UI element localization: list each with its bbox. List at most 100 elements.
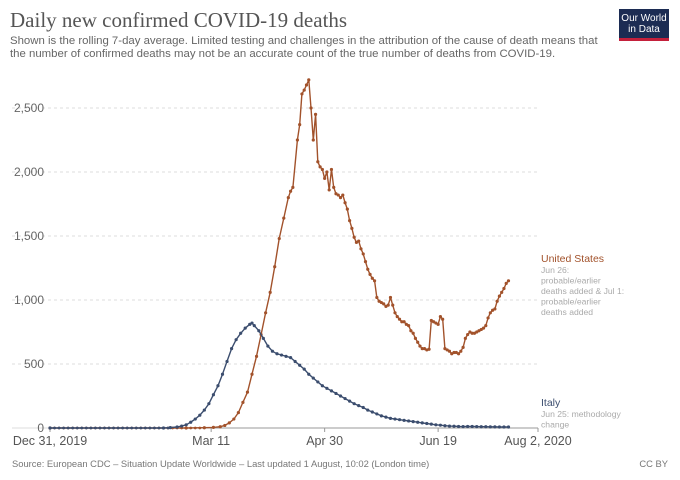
data-point-it[interactable] [493, 425, 497, 429]
owid-logo[interactable]: Our World in Data [619, 9, 669, 41]
data-point-us[interactable] [416, 340, 420, 344]
data-point-it[interactable] [239, 331, 243, 335]
data-point-it[interactable] [298, 363, 302, 367]
data-point-it[interactable] [402, 418, 406, 422]
data-point-us[interactable] [189, 426, 193, 430]
data-point-it[interactable] [66, 426, 70, 430]
data-point-us[interactable] [264, 311, 268, 315]
data-point-it[interactable] [311, 376, 315, 380]
data-point-us[interactable] [370, 276, 374, 280]
data-point-it[interactable] [502, 425, 506, 429]
data-point-us[interactable] [336, 193, 340, 197]
data-point-it[interactable] [384, 415, 388, 419]
data-point-us[interactable] [463, 336, 467, 340]
data-point-it[interactable] [447, 424, 452, 428]
data-point-it[interactable] [234, 338, 238, 342]
data-point-it[interactable] [329, 389, 334, 393]
data-point-us[interactable] [466, 332, 470, 337]
data-point-us[interactable] [288, 189, 293, 193]
data-point-us[interactable] [427, 347, 431, 351]
data-point-it[interactable] [379, 414, 383, 418]
data-point-it[interactable] [506, 425, 511, 429]
data-point-us[interactable] [307, 78, 311, 82]
data-point-us[interactable] [227, 421, 231, 425]
data-point-us[interactable] [500, 290, 504, 294]
data-point-us[interactable] [386, 303, 390, 307]
data-point-it[interactable] [220, 372, 225, 376]
data-point-us[interactable] [236, 411, 240, 415]
data-point-it[interactable] [361, 405, 365, 410]
data-point-it[interactable] [357, 404, 361, 408]
data-point-it[interactable] [338, 394, 343, 398]
data-point-it[interactable] [425, 421, 429, 426]
data-point-us[interactable] [359, 247, 363, 251]
data-point-us[interactable] [329, 167, 334, 172]
data-point-it[interactable] [325, 386, 329, 390]
data-point-us[interactable] [298, 123, 302, 127]
data-point-it[interactable] [193, 417, 197, 421]
data-point-it[interactable] [116, 426, 120, 430]
data-point-us[interactable] [388, 295, 393, 300]
data-point-it[interactable] [184, 423, 188, 427]
data-point-it[interactable] [57, 426, 61, 430]
data-point-it[interactable] [279, 353, 284, 357]
data-point-it[interactable] [211, 393, 216, 397]
data-point-it[interactable] [225, 359, 229, 364]
series-line-it[interactable] [50, 322, 509, 429]
data-point-us[interactable] [361, 252, 365, 256]
data-point-us[interactable] [348, 219, 352, 223]
data-point-us[interactable] [436, 322, 440, 326]
data-point-it[interactable] [497, 425, 502, 429]
data-point-us[interactable] [352, 235, 356, 239]
data-point-us[interactable] [318, 165, 322, 169]
data-point-us[interactable] [411, 331, 415, 335]
data-point-it[interactable] [366, 408, 370, 412]
data-point-us[interactable] [350, 226, 354, 230]
data-point-us[interactable] [452, 350, 456, 355]
data-point-us[interactable] [250, 372, 254, 376]
data-point-it[interactable] [62, 426, 66, 430]
data-point-us[interactable] [295, 138, 300, 142]
data-point-it[interactable] [134, 426, 138, 430]
data-point-us[interactable] [343, 201, 347, 205]
data-point-us[interactable] [302, 88, 306, 92]
data-point-us[interactable] [481, 326, 486, 330]
data-point-it[interactable] [416, 420, 420, 424]
data-point-it[interactable] [166, 426, 170, 430]
data-point-us[interactable] [198, 426, 202, 430]
data-point-it[interactable] [125, 426, 129, 430]
data-point-us[interactable] [202, 426, 206, 430]
data-point-us[interactable] [327, 188, 331, 192]
data-point-it[interactable] [89, 426, 93, 430]
data-point-it[interactable] [420, 421, 424, 425]
data-point-it[interactable] [270, 349, 275, 353]
data-point-it[interactable] [275, 352, 279, 356]
data-point-us[interactable] [495, 299, 499, 303]
data-point-us[interactable] [286, 196, 290, 200]
data-point-it[interactable] [207, 402, 211, 406]
data-point-it[interactable] [75, 426, 79, 430]
data-point-us[interactable] [497, 294, 502, 298]
data-point-it[interactable] [293, 359, 297, 364]
data-point-it[interactable] [84, 426, 88, 430]
data-point-us[interactable] [418, 344, 422, 348]
data-point-us[interactable] [407, 324, 411, 328]
data-point-us[interactable] [375, 295, 379, 300]
data-point-us[interactable] [232, 417, 236, 421]
data-point-it[interactable] [229, 347, 234, 351]
data-point-us[interactable] [345, 207, 349, 211]
data-point-it[interactable] [443, 424, 447, 428]
data-point-it[interactable] [157, 426, 161, 430]
data-point-it[interactable] [475, 424, 479, 429]
data-point-us[interactable] [420, 347, 424, 351]
data-point-it[interactable] [388, 416, 393, 420]
data-point-it[interactable] [48, 426, 52, 430]
data-point-us[interactable] [366, 267, 370, 271]
data-point-it[interactable] [112, 426, 115, 430]
data-point-us[interactable] [461, 345, 465, 349]
data-point-us[interactable] [397, 317, 402, 321]
data-point-us[interactable] [325, 170, 329, 174]
data-point-it[interactable] [153, 426, 156, 430]
data-point-us[interactable] [413, 336, 418, 340]
data-point-us[interactable] [372, 279, 377, 283]
